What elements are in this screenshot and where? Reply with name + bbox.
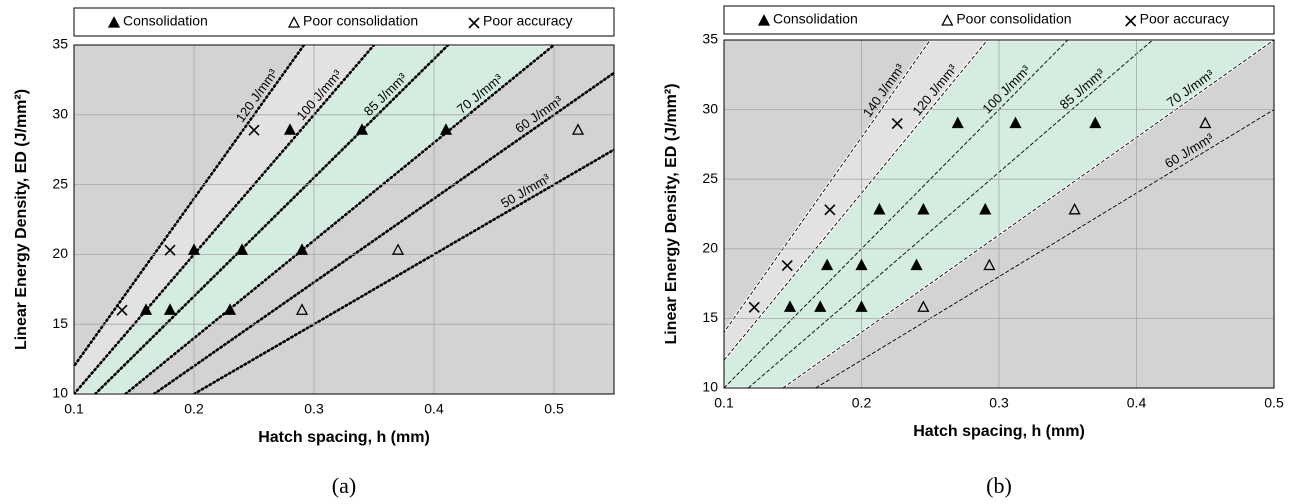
marker-triangle [187, 243, 201, 255]
marker-triangle [283, 123, 297, 135]
y-tick-label: 35 [702, 31, 718, 47]
chart: 140 J/mm³ 120 J/mm³ 100 J/mm³ 85 J/mm³ 70 J/… [663, 5, 1284, 498]
x-tick-label: 0.2 [852, 395, 872, 411]
chart: 120 J/mm³ 100 J/mm³ 85 J/mm³ 70 J/mm³ 60 J/m… [13, 7, 615, 498]
x-axis-title: Hatch spacing, h (mm) [258, 429, 430, 446]
marker-triangle [873, 202, 886, 215]
y-tick-label: 25 [702, 170, 718, 186]
marker-triangle [223, 303, 237, 315]
marker-triangle [235, 243, 249, 255]
x-tick-label: 0.2 [184, 401, 204, 417]
x-tick-label: 0.3 [304, 401, 324, 417]
plot-frame [73, 44, 615, 395]
x-tick-label: 0.1 [64, 401, 84, 417]
marker-triangle [917, 202, 930, 215]
plot-frame [723, 39, 1275, 389]
y-tick-label: 20 [52, 245, 68, 261]
legend-label: Consolidation [123, 13, 208, 29]
energy-line [724, 40, 1069, 388]
y-tick-label: 20 [702, 240, 718, 256]
x-tick-label: 0.3 [989, 395, 1009, 411]
marker-x [748, 301, 760, 313]
marker-triangle [910, 258, 923, 271]
marker-triangle [295, 243, 309, 255]
marker-triangle [1089, 116, 1102, 129]
marker-triangle [814, 300, 827, 312]
marker-x [1125, 15, 1137, 27]
energy-line [724, 40, 988, 361]
marker-triangle [1009, 116, 1022, 129]
marker-triangle [783, 300, 797, 312]
marker-triangle [139, 303, 153, 315]
marker-triangle [979, 202, 992, 215]
energy-line [74, 45, 376, 394]
marker-triangle-open [1068, 202, 1081, 215]
legend-label: Poor accuracy [483, 13, 572, 29]
marker-triangle [757, 14, 771, 26]
energy-line [782, 40, 1274, 388]
marker-triangle [163, 303, 177, 315]
y-tick-label: 10 [52, 385, 68, 401]
marker-x [164, 244, 176, 256]
marker-triangle-open [983, 258, 996, 271]
caption: (b) [986, 473, 1012, 498]
y-axis-title: Linear Energy Density, ED (J/mm²) [663, 83, 680, 344]
energy-line [74, 45, 306, 369]
x-axis-title: Hatch spacing, h (mm) [913, 423, 1085, 440]
legend-label: Consolidation [773, 11, 858, 27]
y-tick-label: 15 [52, 315, 68, 331]
energy-line [192, 148, 614, 394]
legend-label: Poor consolidation [956, 11, 1071, 27]
marker-triangle [355, 123, 369, 135]
marker-triangle [855, 258, 868, 271]
marker-x [824, 204, 836, 216]
marker-triangle-open [941, 14, 954, 26]
marker-x [468, 17, 480, 29]
marker-triangle-open [917, 300, 930, 312]
y-tick-label: 25 [52, 175, 68, 191]
x-tick-label: 0.5 [544, 401, 564, 417]
marker-x [248, 124, 260, 136]
marker-triangle [821, 258, 834, 271]
marker-x [116, 304, 128, 316]
energy-line [747, 40, 1153, 388]
legend-box [73, 7, 615, 37]
marker-x [781, 259, 793, 272]
energy-line [124, 45, 556, 394]
y-tick-label: 10 [702, 379, 718, 395]
energy-line [93, 45, 450, 394]
y-tick-label: 15 [702, 309, 718, 325]
energy-line [724, 40, 931, 334]
marker-triangle [439, 123, 453, 135]
legend-box [723, 5, 1275, 35]
marker-triangle-open [1199, 116, 1212, 129]
marker-triangle-open [571, 123, 585, 135]
marker-triangle-open [287, 16, 301, 28]
energy-line [815, 109, 1274, 388]
x-tick-label: 0.1 [714, 395, 734, 411]
marker-triangle-open [295, 303, 309, 315]
caption: (a) [332, 473, 356, 498]
marker-x [891, 117, 903, 130]
x-tick-label: 0.4 [424, 401, 444, 417]
y-axis-title: Linear Energy Density, ED (J/mm²) [13, 89, 30, 350]
marker-triangle [951, 116, 964, 129]
y-tick-label: 30 [702, 100, 718, 116]
legend-label: Poor consolidation [303, 13, 418, 29]
x-tick-label: 0.5 [1264, 395, 1284, 411]
energy-line [152, 71, 614, 394]
x-tick-label: 0.4 [1127, 395, 1147, 411]
marker-triangle-open [391, 243, 405, 255]
y-tick-label: 30 [52, 106, 68, 122]
marker-triangle [855, 300, 868, 312]
marker-triangle [107, 16, 121, 28]
legend-label: Poor accuracy [1140, 11, 1229, 27]
y-tick-label: 35 [52, 36, 68, 52]
